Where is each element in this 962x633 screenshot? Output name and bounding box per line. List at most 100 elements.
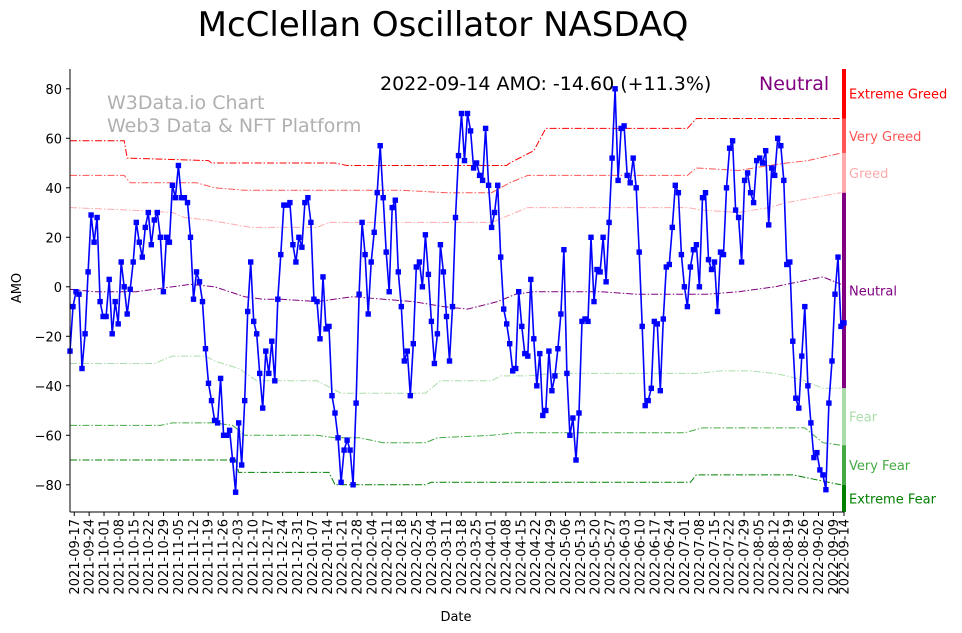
amo-point (645, 397, 651, 404)
amo-point (504, 321, 510, 327)
amo-point (769, 165, 775, 171)
amo-point (558, 311, 564, 317)
x-tick-label: 2022-01-21 (336, 519, 351, 595)
x-tick-label: 2021-12-10 (246, 519, 261, 595)
x-tick-label: 2021-12-03 (232, 519, 247, 595)
amo-point (564, 370, 570, 377)
amo-point (133, 219, 139, 226)
amo-point (838, 323, 844, 330)
amo-point (741, 177, 748, 184)
x-tick-label: 2022-02-18 (395, 519, 410, 595)
watermark-line-2: Web3 Data & NFT Platform (107, 115, 361, 137)
x-axis-label: Date (440, 610, 471, 625)
amo-point (257, 370, 263, 377)
amo-point (266, 370, 272, 377)
amo-point (130, 259, 136, 265)
amo-point (528, 276, 534, 283)
zone-bar-4 (842, 388, 846, 446)
amo-point (187, 234, 194, 240)
amo-point (254, 331, 260, 337)
amo-point (555, 346, 561, 352)
x-tick-label: 2022-01-28 (351, 519, 366, 595)
amo-point (275, 296, 281, 302)
x-tick-label: 2022-09-09 (827, 519, 842, 595)
amo-point (208, 397, 215, 404)
amo-point (94, 214, 100, 221)
amo-point (347, 447, 353, 453)
amo-point (299, 244, 305, 250)
amo-point (811, 454, 817, 461)
threshold-line-very-fear (70, 422, 842, 446)
amo-point (392, 197, 398, 203)
x-tick-label: 2022-02-11 (380, 519, 395, 595)
amo-point (579, 318, 585, 325)
amo-point (657, 388, 663, 394)
amo-point (835, 254, 841, 260)
amo-point (127, 286, 133, 292)
amo-point (606, 219, 612, 226)
amo-point (702, 190, 709, 196)
amo-point (443, 313, 450, 320)
amo-point (787, 259, 793, 265)
x-tick-label: 2021-09-17 (68, 519, 83, 595)
amo-point (145, 209, 151, 216)
x-tick-label: 2021-12-31 (291, 519, 306, 595)
x-tick-label: 2022-02-04 (365, 519, 380, 595)
amo-point (245, 308, 251, 315)
amo-point (829, 358, 835, 364)
amo-point (549, 388, 555, 394)
amo-point (525, 353, 531, 359)
amo-point (302, 199, 308, 206)
amo-point (651, 318, 657, 325)
amo-point (377, 143, 383, 149)
amo-point (136, 239, 142, 245)
amo-point (82, 331, 88, 337)
x-tick-label: 2022-03-25 (470, 519, 485, 595)
amo-point (202, 346, 209, 352)
amo-point (519, 323, 525, 330)
amo-point (720, 251, 727, 258)
y-tick-label: 40 (45, 182, 62, 197)
x-tick-label: 2022-07-01 (678, 519, 693, 595)
amo-point (106, 276, 112, 283)
amo-point (434, 331, 441, 337)
amo-point (498, 254, 504, 260)
amo-point (738, 259, 745, 265)
amo-point (365, 311, 371, 317)
amo-point (160, 289, 167, 295)
amo-point (678, 251, 685, 258)
threshold-line-extreme-greed (70, 118, 841, 166)
amo-point (660, 316, 666, 322)
amo-point (362, 251, 368, 258)
amo-point (193, 269, 200, 275)
amo-point (675, 190, 682, 196)
amo-point (211, 417, 218, 424)
amo-point (778, 143, 784, 149)
amo-point (314, 298, 320, 305)
amo-point (522, 350, 528, 357)
amo-point (841, 320, 847, 326)
amo-point (100, 313, 106, 320)
x-tick-label: 2021-10-22 (142, 519, 157, 595)
zone-label-4: Fear (849, 411, 878, 426)
amo-point (781, 177, 787, 184)
amo-point (223, 432, 230, 438)
amo-point (832, 291, 838, 297)
amo-point (754, 157, 760, 164)
amo-point (242, 397, 248, 404)
amo-point (591, 298, 597, 305)
amo-point (323, 326, 329, 332)
amo-point (157, 234, 164, 240)
amo-point (85, 269, 91, 275)
amo-point (410, 341, 416, 347)
amo-point (112, 298, 118, 305)
amo-point (139, 254, 145, 260)
amo-point (820, 472, 826, 478)
x-tick-label: 2022-06-17 (648, 519, 663, 595)
amo-point (513, 365, 519, 372)
amo-point (732, 207, 739, 213)
amo-point (437, 242, 444, 248)
x-tick-label: 2021-11-05 (172, 519, 187, 595)
amo-point (196, 279, 203, 285)
amo-point (470, 165, 477, 171)
